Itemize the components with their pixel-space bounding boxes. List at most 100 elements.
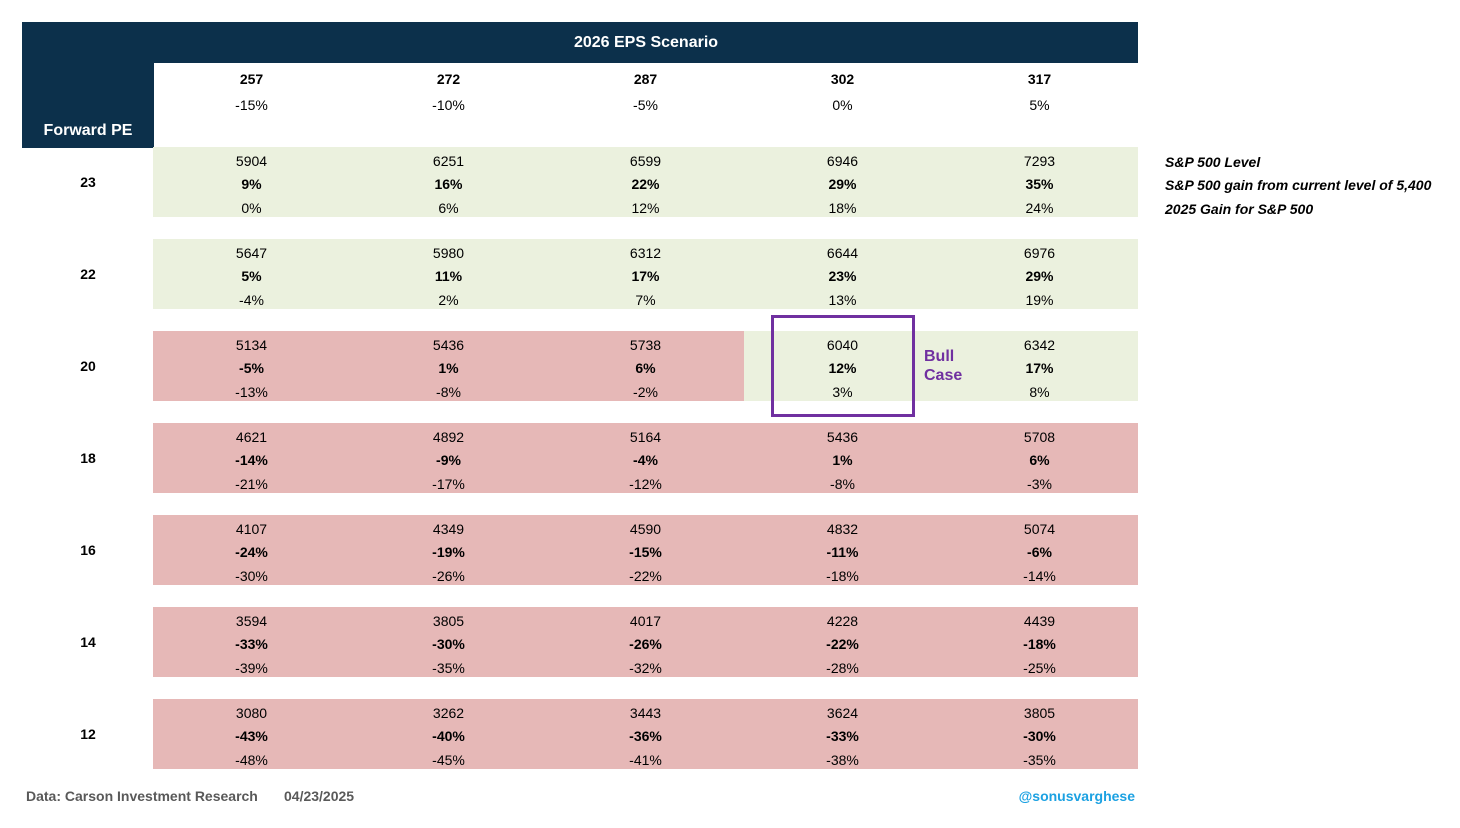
cell-gain-2025: -35% <box>1023 752 1056 768</box>
scenario-cell <box>547 515 744 585</box>
cell-gain: -9% <box>436 452 461 468</box>
scenario-cell <box>744 699 941 769</box>
cell-gain: 29% <box>828 176 857 192</box>
cell-level: 3262 <box>432 705 465 721</box>
scenario-cell <box>941 607 1138 677</box>
cell-gain: -30% <box>1023 728 1056 744</box>
scenario-cell <box>350 699 547 769</box>
cell-level: 3080 <box>235 705 268 721</box>
cell-gain: 5% <box>241 268 262 284</box>
cell-level: 4590 <box>629 521 662 537</box>
scenario-cell <box>350 607 547 677</box>
eps-change: -5% <box>633 97 658 113</box>
eps-value: 272 <box>436 71 461 87</box>
cell-gain: -36% <box>629 728 662 744</box>
cell-level: 4832 <box>826 521 859 537</box>
cell-gain: 9% <box>241 176 262 192</box>
cell-gain-2025: 18% <box>828 200 857 216</box>
cell-gain: -22% <box>826 636 859 652</box>
cell-gain: 6% <box>635 360 656 376</box>
cell-gain: -6% <box>1027 544 1052 560</box>
forward-pe-value: 16 <box>80 542 96 558</box>
scenario-cell <box>350 239 547 309</box>
cell-gain: -33% <box>235 636 268 652</box>
cell-gain-2025: -39% <box>235 660 268 676</box>
scenario-cell <box>941 699 1138 769</box>
cell-gain-2025: -38% <box>826 752 859 768</box>
eps-change: 0% <box>832 97 853 113</box>
cell-gain: 35% <box>1025 176 1054 192</box>
cell-gain-2025: -32% <box>629 660 662 676</box>
forward-pe-value: 14 <box>80 634 96 650</box>
cell-level: 5647 <box>235 245 268 261</box>
cell-gain-2025: -3% <box>1027 476 1052 492</box>
scenario-cell <box>153 607 350 677</box>
cell-level: 4107 <box>235 521 268 537</box>
cell-gain: -30% <box>432 636 465 652</box>
cell-level: 5134 <box>235 337 268 353</box>
cell-gain-2025: 12% <box>631 200 660 216</box>
cell-level: 3805 <box>432 613 465 629</box>
cell-level: 5904 <box>235 153 268 169</box>
forward-pe-value: 22 <box>80 266 96 282</box>
cell-level: 3594 <box>235 613 268 629</box>
scenario-cell <box>547 607 744 677</box>
cell-gain-2025: -8% <box>830 476 855 492</box>
cell-gain-2025: -18% <box>826 568 859 584</box>
scenario-cell <box>350 515 547 585</box>
cell-gain: -40% <box>432 728 465 744</box>
cell-gain: -24% <box>235 544 268 560</box>
scenario-cell <box>744 331 941 401</box>
cell-gain-2025: 19% <box>1025 292 1054 308</box>
cell-gain-2025: 2% <box>438 292 459 308</box>
cell-gain-2025: 8% <box>1029 384 1050 400</box>
cell-gain: -15% <box>629 544 662 560</box>
table-title: 2026 EPS Scenario <box>573 34 719 51</box>
author-handle[interactable]: @sonusvarghese <box>1018 788 1135 804</box>
cell-gain: -33% <box>826 728 859 744</box>
cell-gain: 17% <box>1025 360 1054 376</box>
cell-gain-2025: -17% <box>432 476 465 492</box>
cell-level: 4892 <box>432 429 465 445</box>
cell-gain: 1% <box>438 360 459 376</box>
forward-pe-value: 20 <box>80 358 96 374</box>
eps-value: 287 <box>633 71 658 87</box>
cell-gain-2025: -8% <box>436 384 461 400</box>
cell-gain: 6% <box>1029 452 1050 468</box>
cell-gain: 11% <box>434 268 463 284</box>
forward-pe-header-block <box>22 63 154 148</box>
cell-gain-2025: 0% <box>241 200 262 216</box>
cell-level: 6599 <box>629 153 662 169</box>
scenario-cell <box>547 147 744 217</box>
cell-level: 5436 <box>432 337 465 353</box>
cell-level: 5980 <box>432 245 465 261</box>
cell-level: 6312 <box>629 245 662 261</box>
cell-gain-2025: -48% <box>235 752 268 768</box>
bull-case-highlight-box <box>771 315 915 417</box>
cell-level: 4439 <box>1023 613 1056 629</box>
scenario-cell <box>941 239 1138 309</box>
header-bar <box>22 22 1138 63</box>
scenario-cell <box>153 239 350 309</box>
cell-gain-2025: -45% <box>432 752 465 768</box>
cell-gain: 29% <box>1025 268 1054 284</box>
cell-gain-2025: -13% <box>235 384 268 400</box>
cell-gain: 23% <box>828 268 857 284</box>
cell-gain-2025: 6% <box>438 200 459 216</box>
cell-level: 6644 <box>826 245 859 261</box>
scenario-cell <box>547 239 744 309</box>
eps-change: -10% <box>432 97 465 113</box>
scenario-cell <box>350 423 547 493</box>
cell-gain-2025: -41% <box>629 752 662 768</box>
bull-case-label-line1: Bull <box>924 348 955 365</box>
scenario-cell <box>350 331 547 401</box>
forward-pe-label: Forward PE <box>43 122 133 139</box>
scenario-cell <box>941 331 1138 401</box>
eps-value: 257 <box>239 71 264 87</box>
data-source: Data: Carson Investment Research <box>26 788 258 804</box>
cell-gain-2025: -26% <box>432 568 465 584</box>
cell-level: 5708 <box>1023 429 1056 445</box>
cell-gain-2025: -2% <box>633 384 658 400</box>
scenario-cell <box>547 331 744 401</box>
scenario-cell <box>547 699 744 769</box>
